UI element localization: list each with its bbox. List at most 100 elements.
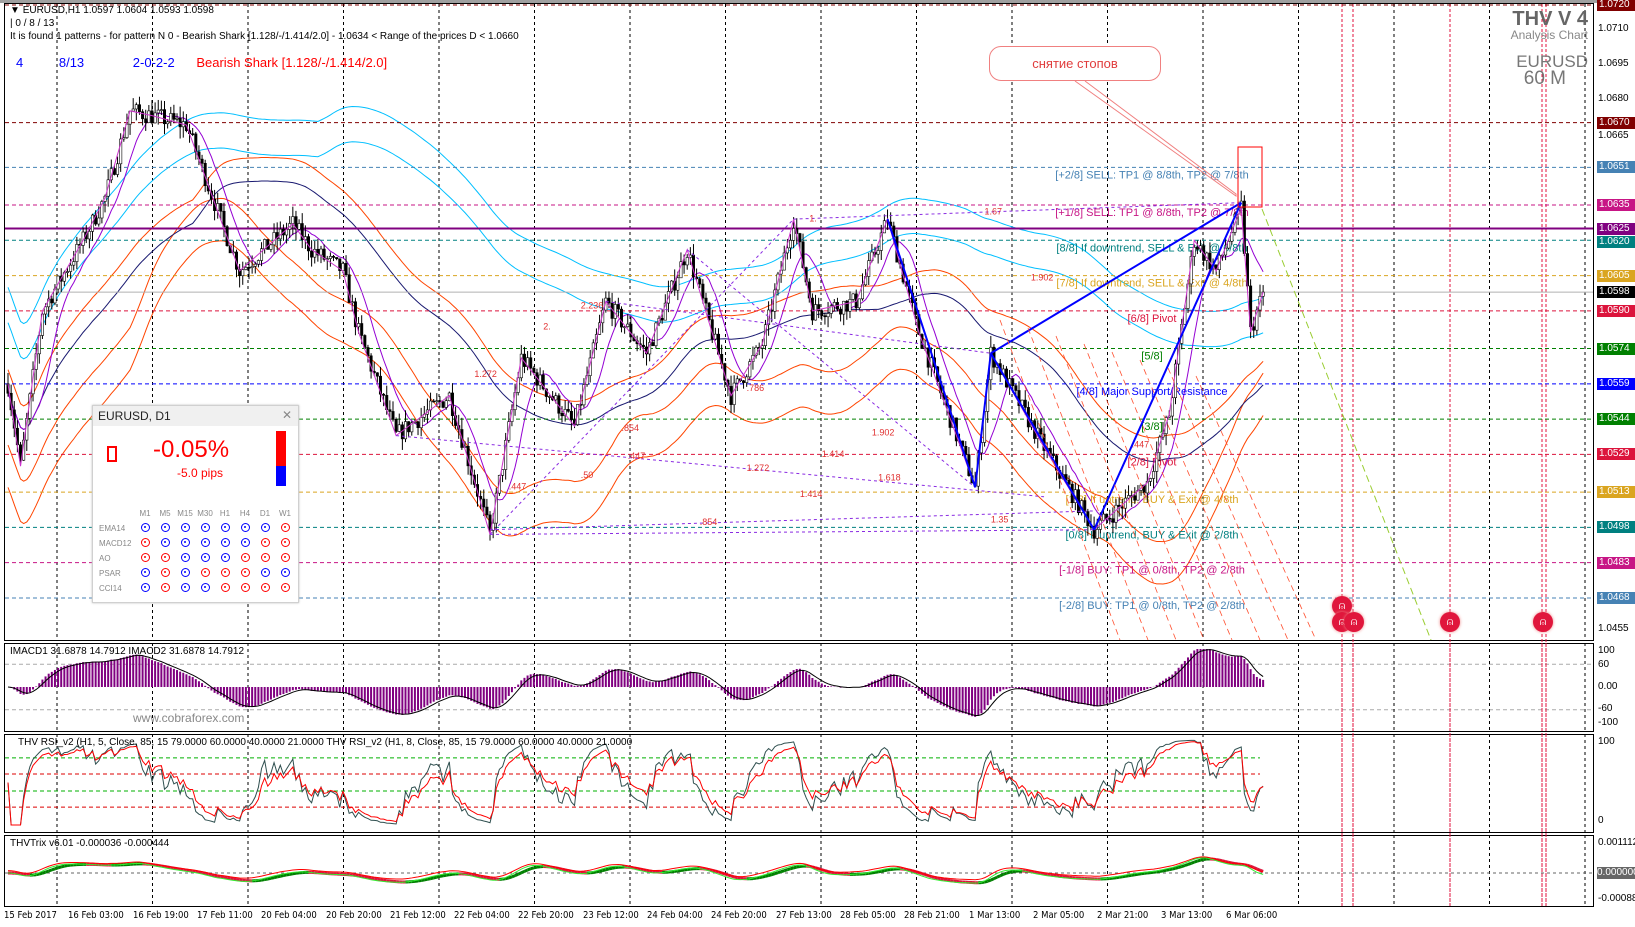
candle-body [322, 248, 326, 260]
candle-body [742, 380, 746, 383]
pattern-dashed-line [489, 218, 794, 535]
bullish-signal-icon [200, 523, 210, 532]
candle [748, 358, 752, 380]
rsi-panel[interactable] [4, 734, 1594, 833]
candle [444, 396, 448, 410]
candle-body [1023, 399, 1027, 408]
logo-title: THV V 4 [1512, 8, 1588, 30]
signal-cell [235, 551, 255, 566]
signal-cell [135, 521, 155, 536]
target-line [1261, 208, 1432, 641]
fib-ratio-label: 1.272 [474, 369, 497, 379]
candle [619, 306, 623, 333]
trix-signal-segment [1187, 861, 1192, 866]
candle [817, 297, 821, 319]
price-chart[interactable]: [+2/8] SELL: TP1 @ 8/8th, TP2 @ 7/8th [+1… [0, 0, 1594, 906]
projection-line [1083, 343, 1205, 641]
bullish-signal-icon [260, 523, 270, 532]
candle-body [175, 117, 179, 120]
candle-body [660, 317, 664, 321]
candle-body [69, 264, 73, 272]
time-label: 2 Mar 21:00 [1097, 910, 1149, 921]
signal-cell [155, 566, 175, 581]
trix-signal-segment [605, 867, 610, 872]
trix-signal-segment [45, 869, 50, 874]
alert-bell-icon[interactable]: ⍝ [1440, 612, 1460, 632]
candle-body [441, 401, 445, 408]
candle [394, 417, 398, 433]
main-chart-panel[interactable] [4, 3, 1594, 641]
candle [150, 100, 154, 125]
signal-cell [275, 536, 295, 551]
candle [169, 106, 173, 126]
candle [641, 334, 645, 359]
candle [363, 334, 367, 349]
candle [260, 242, 264, 267]
price-tick: 1.0680 [1598, 93, 1629, 105]
alert-bell-icon[interactable]: ⍝ [1332, 596, 1352, 616]
candle-body [491, 522, 495, 531]
trix-signal-segment [373, 877, 378, 881]
time-label: 23 Feb 12:00 [582, 910, 639, 921]
trix-signal-segment [596, 869, 600, 874]
candle-body [444, 400, 448, 408]
rsi-tick: 100 [1598, 736, 1615, 747]
candle-body [1127, 495, 1131, 499]
ohlc-text: EURUSD,H1 1.0597 1.0604 1.0593 1.0598 [22, 5, 214, 16]
candle-body [629, 323, 633, 338]
trix-signal-segment [207, 872, 212, 877]
candle-body [698, 278, 702, 285]
bearish-signal-icon [260, 553, 270, 562]
candle-body [234, 251, 238, 270]
candle-body [1067, 479, 1071, 485]
candle-body [732, 382, 736, 405]
collapse-arrow-icon[interactable]: ▼ [10, 5, 23, 16]
candle-body [1051, 453, 1055, 456]
price-label-1.0513: 1.0513 [1597, 486, 1635, 499]
candle-body [125, 123, 129, 138]
murrey-label: [+1/8] SELL: TP1 @ 8/8th, TP2 @ 7/8th [1055, 207, 1248, 219]
pattern-count: 4 [16, 55, 24, 70]
signal-cell [215, 521, 235, 536]
trix-signal-segment [204, 871, 209, 876]
trix-signal-segment [38, 871, 43, 876]
murrey-label: [-1/8] BUY: TP1 @ 0/8th, TP2 @ 2/8th [1059, 565, 1245, 577]
candle-body [397, 424, 401, 432]
pattern-dashed-line [490, 529, 1095, 535]
pattern-dashed-line [490, 510, 1095, 531]
trix-signal-segment [930, 875, 935, 879]
candle [820, 309, 824, 321]
candle [1148, 477, 1152, 487]
candle-body [222, 210, 226, 227]
trix-signal-segment [377, 877, 381, 882]
candle-body [1102, 513, 1106, 521]
signal-cell [135, 536, 155, 551]
band-upper [7, 156, 1264, 439]
callout-stop-hunt[interactable]: снятие стопов [989, 46, 1161, 81]
trix-panel[interactable] [4, 835, 1594, 907]
candle [222, 202, 226, 238]
candle-body [544, 388, 548, 397]
trix-signal-segment [1193, 859, 1198, 864]
d1-summary-widget[interactable]: EURUSD, D1 ✕ -0.05% -5.0 pips M1 M5 M15 M30… [92, 405, 299, 603]
candle [1227, 238, 1231, 250]
bearish-signal-icon [280, 553, 290, 562]
candle-body [619, 308, 623, 328]
candle-body [378, 375, 382, 395]
alert-bell-icon[interactable]: ⍝ [1344, 612, 1364, 632]
murrey-label: [+2/8] SELL: TP1 @ 8/8th, TP2 @ 7/8th [1055, 169, 1248, 181]
fib-ratio-label: 2.236 [581, 301, 604, 311]
candle [560, 406, 564, 423]
candle [19, 441, 23, 465]
close-icon[interactable]: ✕ [281, 408, 292, 422]
rsi-header: THV RSI_v2 (H1, 5, Close, 85, 15 79.0000… [18, 737, 633, 748]
trix-signal-segment [533, 865, 538, 870]
pattern-ratio: 8/13 [58, 55, 85, 70]
alert-bell-icon[interactable]: ⍝ [1533, 612, 1553, 632]
candle-body [704, 297, 708, 304]
macd-panel[interactable] [4, 643, 1594, 732]
fib-ratio-label: 1.35 [991, 515, 1009, 525]
callout-pointer [1074, 80, 1237, 197]
candle-body [560, 412, 564, 417]
candle-body [845, 300, 849, 312]
